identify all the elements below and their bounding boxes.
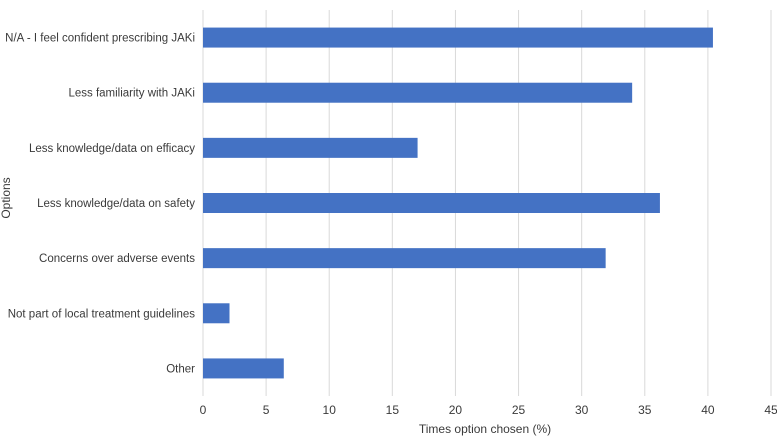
x-tick-label: 10 <box>323 403 337 417</box>
x-axis-title: Times option chosen (%) <box>419 422 551 436</box>
bar <box>203 358 284 379</box>
category-label: Concerns over adverse events <box>39 253 195 265</box>
category-labels: N/A - I feel confident prescribing JAKi L… <box>5 33 195 376</box>
x-tick-labels: 0 5 10 15 20 25 30 35 40 45 <box>200 403 777 417</box>
bar <box>203 82 633 103</box>
bar <box>203 248 606 269</box>
x-tick-label: 15 <box>386 403 400 417</box>
category-label: Other <box>166 363 195 375</box>
category-label: Less knowledge/data on efficacy <box>29 143 195 155</box>
bar <box>203 193 660 213</box>
bars <box>203 27 713 379</box>
bar <box>203 303 230 324</box>
bar <box>203 27 713 48</box>
bar <box>203 137 418 158</box>
category-label: Not part of local treatment guidelines <box>8 308 196 320</box>
x-tick-label: 30 <box>575 403 589 417</box>
category-label: N/A - I feel confident prescribing JAKi <box>5 33 195 45</box>
x-tick-label: 5 <box>263 403 270 417</box>
x-tick-label: 40 <box>701 403 715 417</box>
category-label: Less knowledge/data on safety <box>37 198 195 210</box>
y-axis-title: Options <box>0 177 13 218</box>
x-tick-label: 20 <box>449 403 463 417</box>
x-tick-label: 0 <box>200 403 207 417</box>
category-label: Less familiarity with JAKi <box>68 88 195 100</box>
x-tick-label: 25 <box>512 403 526 417</box>
x-tick-label: 35 <box>638 403 652 417</box>
x-tick-label: 45 <box>764 403 777 417</box>
